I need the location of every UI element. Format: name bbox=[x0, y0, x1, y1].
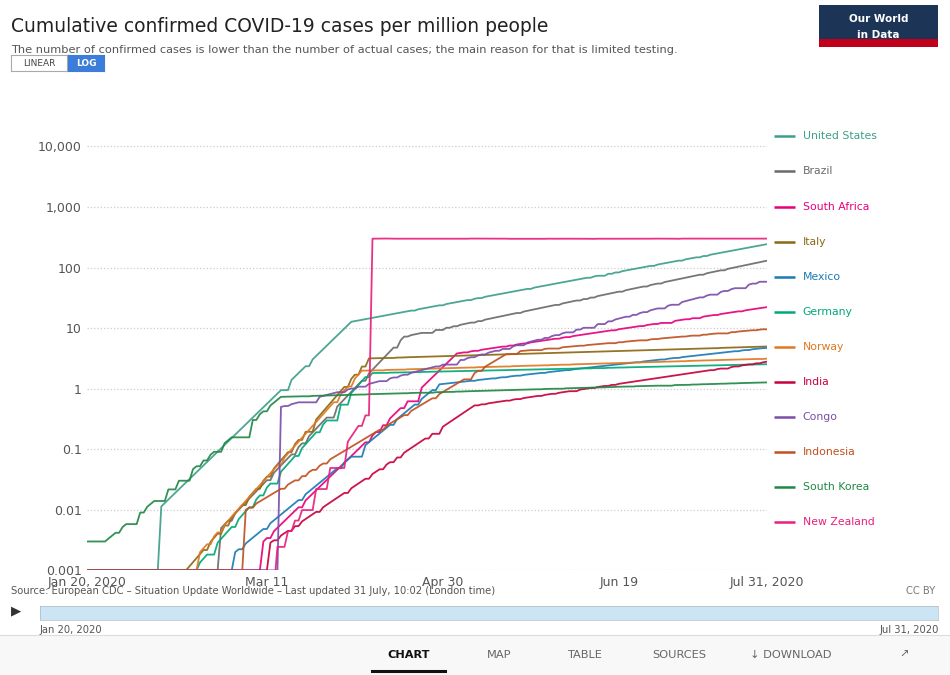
Text: Indonesia: Indonesia bbox=[803, 448, 856, 457]
Text: South Korea: South Korea bbox=[803, 483, 869, 492]
Text: Cumulative confirmed COVID-19 cases per million people: Cumulative confirmed COVID-19 cases per … bbox=[11, 17, 549, 36]
Text: CHART: CHART bbox=[388, 650, 429, 659]
Text: Italy: Italy bbox=[803, 237, 826, 246]
Text: India: India bbox=[803, 377, 829, 387]
Text: South Africa: South Africa bbox=[803, 202, 869, 211]
Text: Germany: Germany bbox=[803, 307, 853, 317]
Text: Our World: Our World bbox=[848, 14, 908, 24]
Text: ↓ DOWNLOAD: ↓ DOWNLOAD bbox=[750, 650, 831, 659]
Text: United States: United States bbox=[803, 132, 877, 141]
Text: CC BY: CC BY bbox=[906, 586, 936, 596]
Text: Brazil: Brazil bbox=[803, 167, 833, 176]
Text: The number of confirmed cases is lower than the number of actual cases; the main: The number of confirmed cases is lower t… bbox=[11, 45, 678, 55]
Text: Mexico: Mexico bbox=[803, 272, 841, 281]
Text: SOURCES: SOURCES bbox=[653, 650, 706, 659]
Text: LINEAR: LINEAR bbox=[23, 59, 55, 68]
Text: Jul 31, 2020: Jul 31, 2020 bbox=[880, 625, 939, 635]
Text: LOG: LOG bbox=[76, 59, 97, 68]
Text: MAP: MAP bbox=[486, 650, 511, 659]
Text: TABLE: TABLE bbox=[567, 650, 601, 659]
Text: Source: European CDC – Situation Update Worldwide – Last updated 31 July, 10:02 : Source: European CDC – Situation Update … bbox=[11, 586, 496, 596]
Text: in Data: in Data bbox=[857, 30, 900, 40]
Text: Jan 20, 2020: Jan 20, 2020 bbox=[40, 625, 103, 635]
Text: Norway: Norway bbox=[803, 342, 845, 352]
Text: New Zealand: New Zealand bbox=[803, 518, 875, 527]
Text: ▶: ▶ bbox=[11, 604, 22, 618]
Text: Congo: Congo bbox=[803, 412, 838, 422]
Text: ↗: ↗ bbox=[900, 650, 909, 659]
